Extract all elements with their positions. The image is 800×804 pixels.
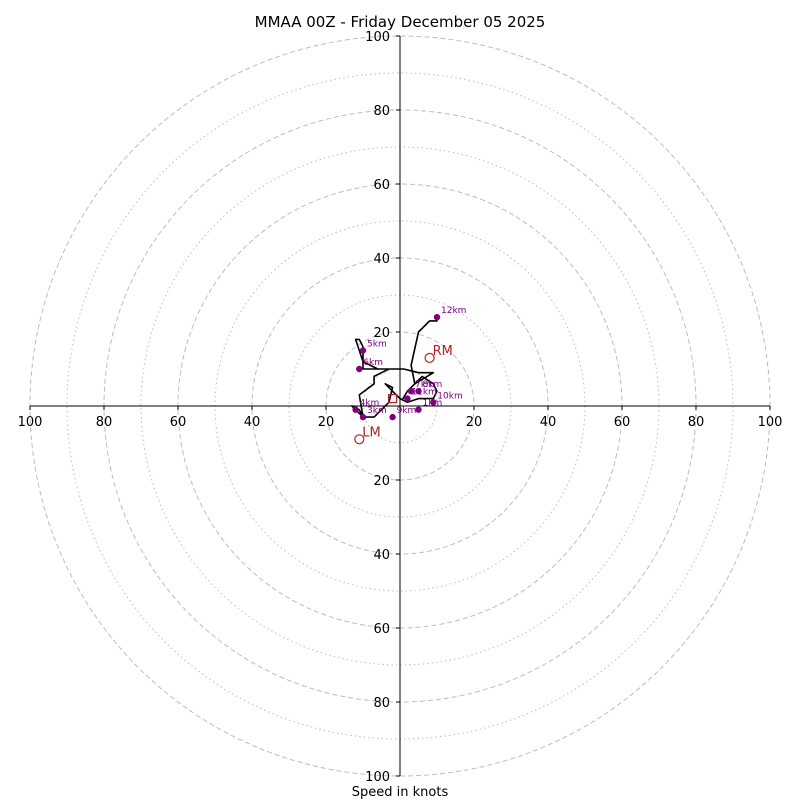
height-marker-7km xyxy=(407,388,415,395)
x-tick-label-right-100: 100 xyxy=(758,415,783,430)
y-tick-label-bottom-100: 100 xyxy=(365,770,390,785)
y-tick-label-top-60: 60 xyxy=(373,178,390,193)
height-marker-label-6km: 6km xyxy=(363,358,383,368)
height-marker-5km xyxy=(359,347,367,354)
y-tick-label-top-80: 80 xyxy=(373,104,390,119)
height-marker-12km xyxy=(433,314,441,321)
x-tick-label-right-40: 40 xyxy=(540,415,557,430)
x-tick-label-left-100: 100 xyxy=(18,415,43,430)
axes xyxy=(30,36,770,776)
height-marker-3km xyxy=(359,413,367,421)
height-marker-10km xyxy=(430,399,437,406)
y-tick-label-bottom-80: 80 xyxy=(373,696,390,711)
height-marker-label-11km: 11km xyxy=(411,388,436,398)
x-tick-label-left-60: 60 xyxy=(170,415,187,430)
hodograph-trace xyxy=(351,317,438,418)
y-tick-label-bottom-60: 60 xyxy=(373,622,390,637)
storm-label-RM: RM xyxy=(433,344,453,359)
y-tick-label-bottom-20: 20 xyxy=(373,474,390,489)
x-tick-label-left-80: 80 xyxy=(96,415,113,430)
tick-labels: 100 100 100 100 80 80 80 80 60 60 60 60 40 40 40 40 20 20… xyxy=(18,30,783,785)
height-marker-label-3km: 3km xyxy=(367,406,387,416)
x-tick-label-right-80: 80 xyxy=(688,415,705,430)
y-tick-label-bottom-40: 40 xyxy=(373,548,390,563)
x-tick-label-left-20: 20 xyxy=(318,415,335,430)
height-marker-6km xyxy=(356,365,363,373)
y-tick-label-top-20: 20 xyxy=(373,326,390,341)
height-marker-label-4km: 4km xyxy=(360,399,380,409)
height-marker-label-12km: 12km xyxy=(441,306,466,316)
chart-title: MMAA 00Z - Friday December 05 2025 xyxy=(255,13,546,31)
storm-marker-RM xyxy=(424,352,435,363)
height-marker-4km xyxy=(352,406,359,413)
x-tick-label-right-60: 60 xyxy=(614,415,631,430)
height-marker-11km xyxy=(404,395,411,402)
x-tick-label-left-40: 40 xyxy=(244,415,261,430)
height-marker-label-9km: 9km xyxy=(397,406,417,416)
hodograph-line xyxy=(351,317,438,418)
x-axis-label: Speed in knots xyxy=(352,785,449,800)
storm-motion-markers: RM LM xyxy=(354,344,453,445)
height-marker-label-7km: 7km xyxy=(415,380,435,390)
y-tick-label-top-40: 40 xyxy=(373,252,390,267)
x-tick-label-right-20: 20 xyxy=(466,415,483,430)
height-markers: 1km3km4km5km6km7km8km9km10km11km12km xyxy=(352,306,466,421)
height-marker-8km xyxy=(415,388,422,395)
height-marker-1km xyxy=(415,406,422,413)
y-tick-label-top-100: 100 xyxy=(365,30,390,45)
height-marker-label-8km: 8km xyxy=(423,380,443,390)
mean-wind-marker xyxy=(388,394,398,404)
height-marker-label-10km: 10km xyxy=(437,391,462,401)
height-marker-label-5km: 5km xyxy=(367,340,387,350)
height-marker-9km xyxy=(389,413,396,421)
storm-marker-LM xyxy=(354,434,365,445)
storm-label-LM: LM xyxy=(362,425,380,440)
